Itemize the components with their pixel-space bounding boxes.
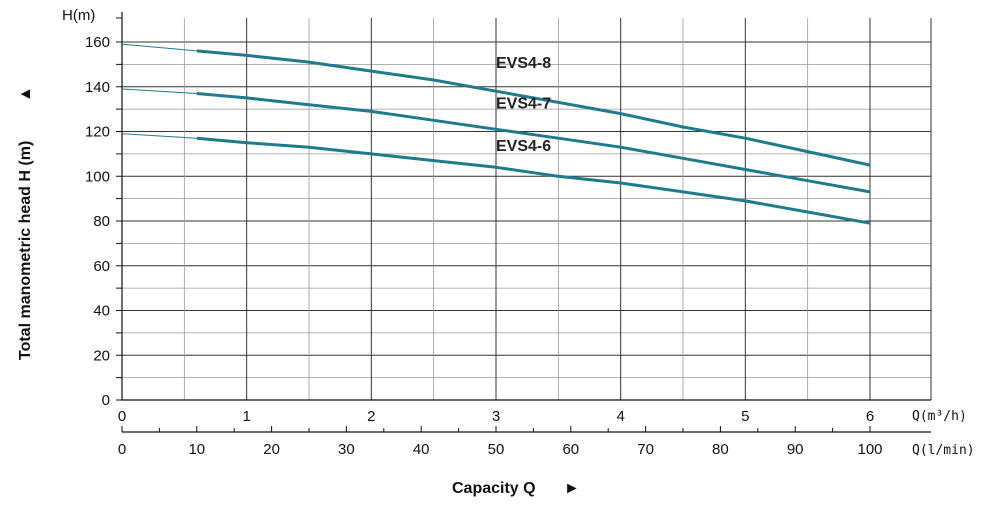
y-tick-label: 120: [85, 124, 110, 141]
x-tick-label-m3h: 2: [367, 408, 375, 425]
x-tick-label-lmin: 70: [637, 441, 654, 458]
x-tick-label-lmin: 10: [188, 441, 205, 458]
y-axis-title-group: Total manometric head H (m) ▲: [17, 86, 34, 360]
x-tick-label-lmin: 80: [712, 441, 729, 458]
x-tick-label-lmin: 90: [787, 441, 804, 458]
y-tick-label: 80: [93, 213, 110, 230]
series-line: [196, 49, 871, 167]
x-tick-label-m3h: 4: [616, 408, 624, 425]
series-line: [196, 136, 871, 225]
y-axis-title: Total manometric head H (m): [17, 141, 34, 360]
x-tick-label-m3h: 3: [492, 408, 500, 425]
series-labels: EVS4-8 EVS4-7 EVS4-6: [496, 55, 551, 155]
x-tick-label-m3h: 1: [242, 408, 250, 425]
axes: [116, 12, 932, 433]
series-label: EVS4-7: [496, 95, 551, 112]
x-tick-labels-lmin: 0 10 20 30 40 50 60 70 80 90 100: [118, 441, 883, 458]
y-tick-label: 160: [85, 34, 110, 51]
y-tick-labels: 0 20 40 60 80 100 120 140 160: [85, 34, 110, 409]
y-tick-label: 60: [93, 258, 110, 275]
grid: [121, 18, 931, 401]
x-tick-label-lmin: 50: [488, 441, 505, 458]
y-tick-label: 40: [93, 303, 110, 320]
x-tick-label-lmin: 0: [118, 441, 126, 458]
series-line-lead: [121, 88, 197, 94]
x-tick-label-m3h: 5: [741, 408, 749, 425]
x-unit-label-lmin: Q(l/min): [912, 443, 975, 458]
series-line-lead: [121, 133, 197, 139]
y-tick-label: 20: [93, 347, 110, 364]
x-axis-arrow: ►: [564, 480, 580, 497]
y-tick-label: 140: [85, 79, 110, 96]
series-line: [196, 92, 871, 194]
x-axis-title: Capacity Q: [452, 480, 536, 497]
x-tick-label-m3h: 6: [866, 408, 874, 425]
x-tick-label-lmin: 20: [263, 441, 280, 458]
x-tick-label-lmin: 60: [562, 441, 579, 458]
series-label: EVS4-6: [496, 138, 551, 155]
x-tick-label-lmin: 100: [857, 441, 882, 458]
x-tick-labels-m3h: 0 1 2 3 4 5 6: [118, 408, 874, 425]
x-tick-label-lmin: 30: [338, 441, 355, 458]
x-unit-label-m3h: Q(m³/h): [912, 409, 967, 424]
series-lines: [121, 43, 871, 225]
y-tick-label: 100: [85, 168, 110, 185]
x-tick-label-lmin: 40: [413, 441, 430, 458]
x-tick-label-m3h: 0: [118, 408, 126, 425]
y-axis-arrow: ▲: [17, 86, 34, 102]
y-unit-label: H(m): [62, 7, 95, 24]
series-label: EVS4-8: [496, 55, 551, 72]
y-tick-label: 0: [102, 392, 110, 409]
series-line-lead: [121, 43, 197, 52]
